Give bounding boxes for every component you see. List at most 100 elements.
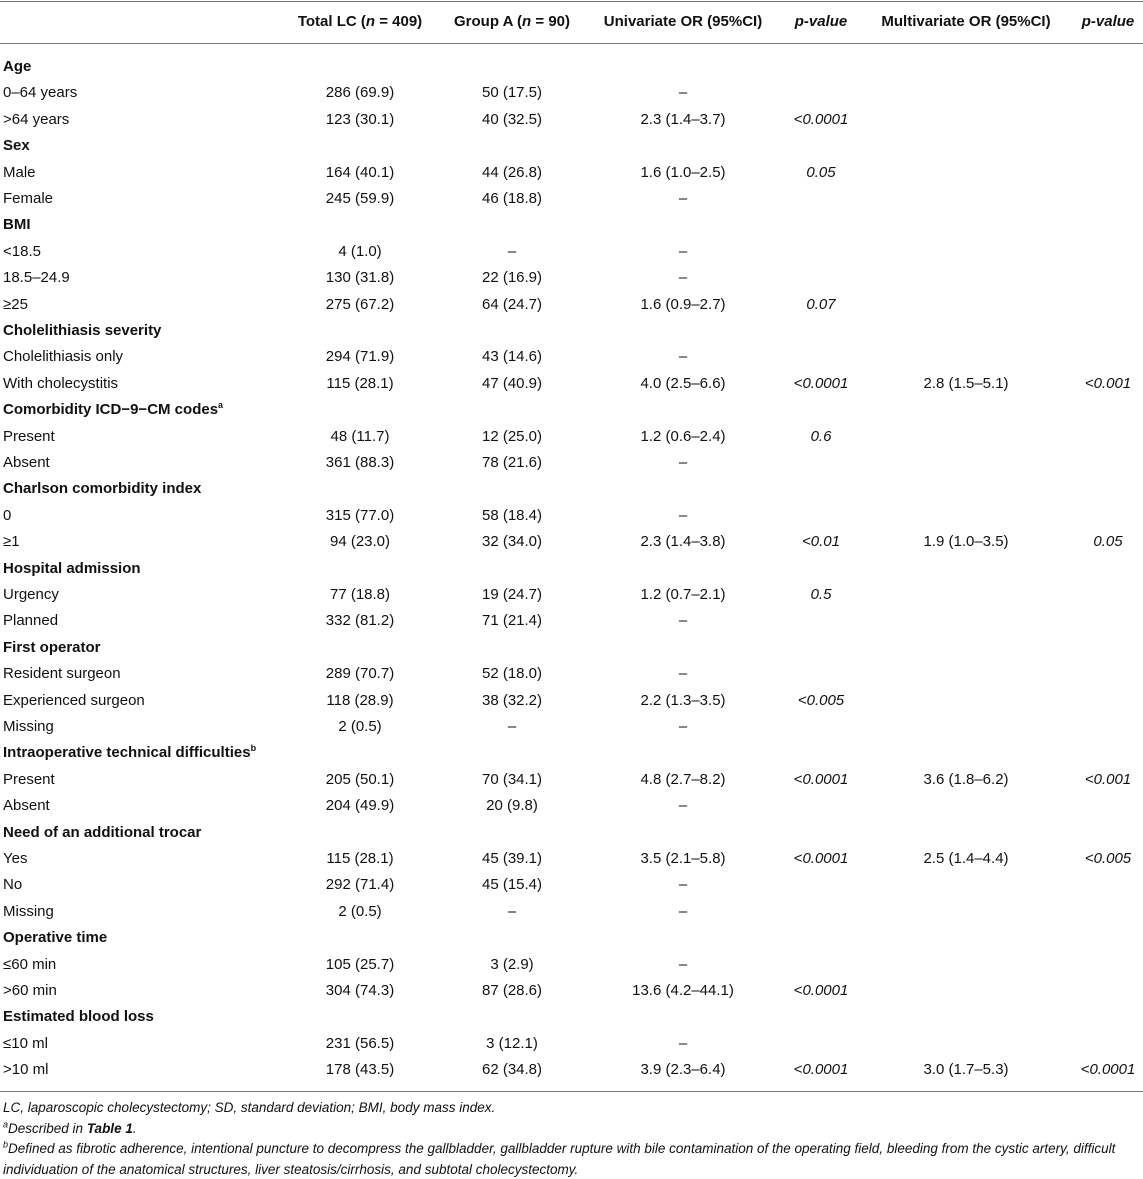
heading-text: Need of an additional trocar: [3, 823, 202, 841]
footnote: LC, laparoscopic cholecystectomy; SD, st…: [3, 1098, 1141, 1119]
table-cell: <0.0001: [793, 1061, 849, 1079]
row-label: Urgency: [3, 586, 59, 603]
table-cell: 231 (56.5): [325, 1034, 395, 1052]
header-text: = 90): [531, 13, 570, 30]
heading-text: Cholelithiasis severity: [3, 322, 162, 339]
row-label: ≥25: [3, 295, 28, 313]
table-cell: –: [678, 955, 688, 973]
row-label: ≤60 min: [3, 955, 57, 973]
column-header: p-value: [795, 13, 848, 31]
table-cell: <0.005: [1084, 850, 1132, 867]
row-label: <18.5: [3, 242, 41, 260]
column-header: p-value: [1082, 13, 1135, 31]
table-cell: 204 (49.9): [325, 797, 395, 815]
row-label: ≥1: [3, 533, 20, 551]
table-cell: –: [507, 718, 517, 735]
row-label: Resident surgeon: [3, 665, 121, 683]
row-label: No: [3, 876, 23, 894]
heading-text: Age: [3, 58, 32, 75]
footnote-text: Defined as fibrotic adherence, intention…: [3, 1141, 1116, 1177]
heading-text: Comorbidity ICD−9−CM codes: [3, 401, 219, 419]
table-cell: 2 (0.5): [338, 902, 382, 920]
row-label: ≤10 ml: [3, 1034, 48, 1052]
heading-text: Hospital admission: [3, 559, 141, 577]
table-cell: 87 (28.6): [481, 982, 543, 999]
column-header: Multivariate OR (95%CI): [881, 13, 1050, 31]
table-cell: 20 (9.8): [486, 797, 538, 815]
table-cell: 62 (34.8): [481, 1061, 543, 1079]
table-cell: 70 (34.1): [481, 770, 543, 788]
table-cell: <0.001: [1084, 770, 1132, 788]
table-cell: –: [678, 242, 688, 260]
row-label: Missing: [3, 718, 54, 735]
header-text: Total LC (: [297, 13, 366, 30]
row-label: With cholecystitis: [3, 374, 119, 392]
section-heading: Sex: [3, 137, 30, 155]
heading-footnote-mark: a: [218, 400, 224, 411]
table-cell: 315 (77.0): [325, 506, 395, 524]
footnote-ref: Table 1: [86, 1121, 133, 1136]
table-cell: <0.0001: [793, 770, 849, 788]
table-cell: 205 (50.1): [325, 770, 395, 788]
table-cell: 3 (12.1): [486, 1034, 538, 1052]
row-label: Planned: [3, 612, 59, 630]
table-cell: 3.0 (1.7–5.3): [923, 1061, 1009, 1079]
row-label: >60 min: [3, 982, 57, 999]
table-cell: 4.8 (2.7–8.2): [640, 770, 726, 788]
table-cell: –: [678, 665, 688, 683]
top-rule: [0, 1, 1143, 2]
footnote: aDescribed in Table 1.: [3, 1119, 1141, 1140]
column-header: Total LC (n = 409): [298, 13, 422, 31]
table-cell: –: [678, 612, 688, 630]
table-cell: 164 (40.1): [325, 163, 395, 181]
table-cell: 2 (0.5): [338, 718, 382, 735]
table-cell: <0.01: [802, 533, 840, 551]
table-cell: 71 (21.4): [481, 612, 543, 630]
header-text: n: [365, 13, 376, 30]
row-label: Yes: [3, 850, 28, 867]
table-cell: 47 (40.9): [481, 374, 543, 392]
heading-text: Sex: [3, 137, 30, 155]
heading-footnote-mark: b: [250, 743, 257, 754]
table-cell: 40 (32.5): [481, 110, 543, 128]
row-label: Cholelithiasis only: [3, 348, 124, 366]
heading-text: First operator: [3, 638, 101, 656]
table-cell: <0.005: [797, 691, 845, 709]
row-label: Female: [3, 190, 54, 207]
table-cell: 2.8 (1.5–5.1): [923, 374, 1009, 392]
heading-text: BMI: [3, 216, 31, 234]
table-cell: 105 (25.7): [325, 955, 395, 973]
table-cell: –: [507, 902, 517, 920]
row-label: 18.5–24.9: [3, 269, 70, 287]
table-cell: <0.0001: [1080, 1061, 1136, 1079]
table-cell: 0.07: [806, 295, 836, 313]
section-heading: Age: [3, 58, 31, 76]
table-cell: 1.9 (1.0–3.5): [923, 533, 1009, 551]
table-cell: –: [678, 797, 688, 815]
table-cell: 115 (28.1): [326, 850, 394, 867]
heading-text: Operative time: [3, 929, 108, 947]
table-cell: 64 (24.7): [481, 295, 543, 313]
table-cell: 2.3 (1.4–3.8): [640, 533, 726, 551]
table-cell: 3.5 (2.1–5.8): [640, 850, 726, 867]
table-cell: 2.5 (1.4–4.4): [923, 850, 1009, 867]
table-cell: 0.05: [1093, 533, 1123, 551]
table-cell: 332 (81.2): [325, 612, 395, 630]
section-heading: Comorbidity ICD−9−CM codesa: [3, 401, 223, 419]
table-cell: 1.6 (0.9–2.7): [640, 295, 726, 313]
table-cell: 58 (18.4): [481, 506, 543, 524]
table-cell: –: [678, 902, 688, 920]
row-label: Missing: [3, 902, 54, 920]
table-cell: <0.0001: [793, 982, 849, 999]
table-cell: 32 (34.0): [481, 533, 543, 551]
row-label: Present: [3, 770, 55, 788]
row-label: Experienced surgeon: [3, 691, 145, 709]
table-cell: 45 (39.1): [481, 850, 543, 867]
table-cell: 50 (17.5): [481, 84, 543, 102]
row-label: >10 ml: [3, 1061, 49, 1079]
header-text: p-value: [794, 13, 848, 30]
table-cell: –: [678, 190, 688, 207]
table-cell: <0.0001: [793, 110, 849, 128]
table-cell: 38 (32.2): [481, 691, 543, 709]
